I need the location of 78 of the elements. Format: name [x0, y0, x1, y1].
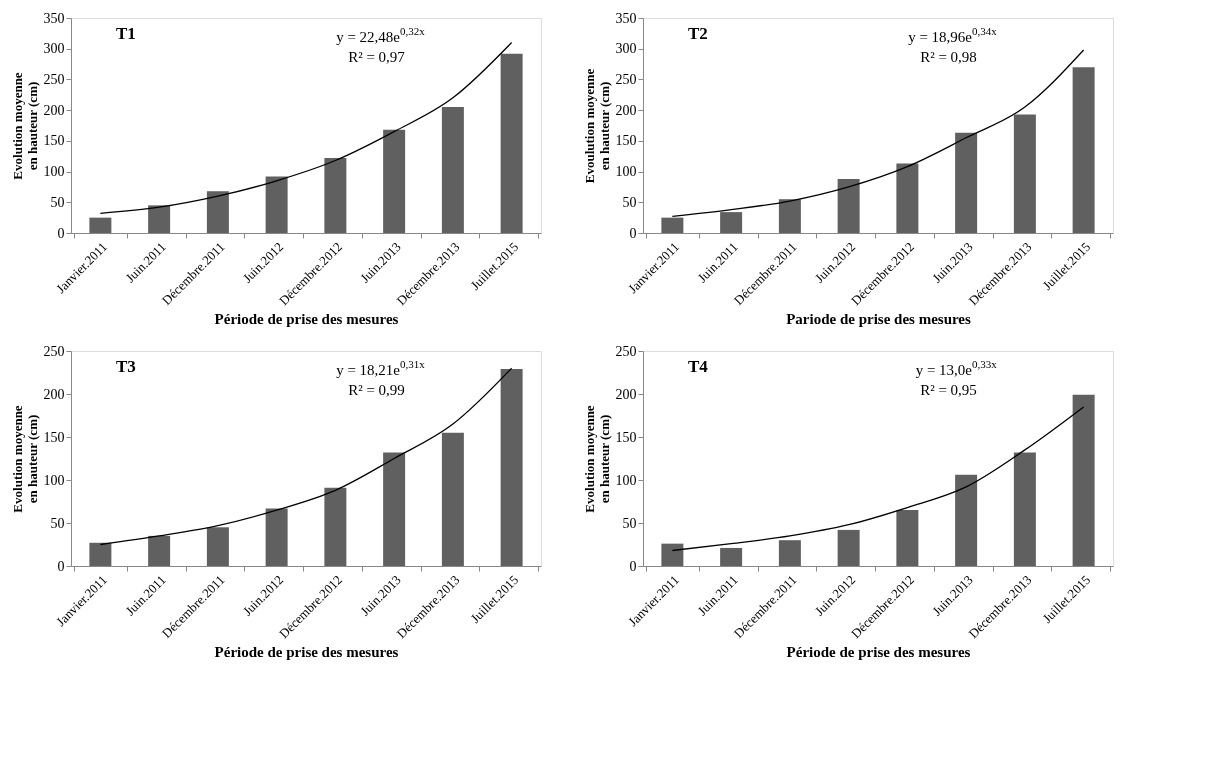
bar — [148, 205, 171, 233]
x-axis-title: Pariode de prise des mesures — [786, 311, 972, 328]
y-tick-label: 50 — [622, 194, 637, 210]
y-tick-label: 0 — [57, 558, 65, 574]
y-tick-label: 200 — [43, 102, 65, 118]
y-tick-label: 250 — [43, 71, 65, 87]
bar — [1072, 67, 1095, 233]
bar — [265, 508, 288, 566]
y-tick-label: 200 — [43, 386, 65, 402]
y-tick-label: 300 — [43, 41, 65, 57]
bar — [837, 178, 860, 233]
y-tick-label: 150 — [43, 133, 65, 149]
bar — [265, 176, 288, 233]
bar — [324, 487, 347, 566]
bar — [955, 474, 978, 566]
bar — [720, 212, 743, 233]
y-tick-label: 100 — [43, 472, 65, 488]
annotation: R² = 0,95 — [920, 382, 977, 398]
y-tick-label: 200 — [615, 386, 637, 402]
bar — [837, 529, 860, 566]
bar — [383, 129, 406, 233]
bar — [1013, 114, 1036, 233]
annotation: R² = 0,98 — [920, 49, 977, 65]
y-tick-label: 200 — [615, 102, 637, 118]
bar — [206, 527, 229, 566]
y-tick-label: 50 — [50, 515, 65, 531]
chart-title: T1 — [116, 24, 136, 43]
bar — [500, 369, 523, 566]
bar — [206, 191, 229, 233]
y-tick-label: 300 — [615, 41, 637, 57]
y-tick-label: 150 — [615, 133, 637, 149]
y-tick-label: 350 — [43, 10, 65, 26]
y-tick-label: 50 — [622, 515, 637, 531]
chart-title: T2 — [688, 24, 708, 43]
line-series — [671, 406, 1085, 552]
annotation: R² = 0,99 — [348, 382, 405, 398]
bar — [1013, 452, 1036, 566]
bar — [148, 535, 171, 566]
bar — [955, 132, 978, 233]
y-axis-title: Evolution moyenne en hauteur (cm) — [581, 405, 612, 513]
bar — [661, 217, 684, 233]
annotation: R² = 0,97 — [348, 49, 406, 65]
bar — [896, 510, 919, 566]
y-tick-label: 350 — [615, 10, 637, 26]
bar — [383, 452, 406, 566]
bar — [661, 543, 684, 566]
bar — [441, 107, 464, 233]
y-tick-label: 0 — [629, 558, 637, 574]
bar — [778, 199, 801, 233]
y-axis-title: Evolution moyenne en hauteur (cm) — [9, 405, 40, 513]
bar — [89, 217, 112, 233]
chart-title: T4 — [688, 357, 709, 376]
bar — [324, 158, 347, 233]
line-series — [671, 49, 1085, 218]
y-tick-label: 0 — [57, 225, 65, 241]
bar — [89, 542, 112, 566]
y-tick-label: 150 — [615, 429, 637, 445]
bar — [500, 53, 523, 233]
y-tick-label: 150 — [43, 429, 65, 445]
y-tick-label: 0 — [629, 225, 637, 241]
y-tick-label: 100 — [615, 472, 637, 488]
y-tick-label: 100 — [615, 164, 637, 180]
x-axis-title: Période de prise des mesures — [214, 644, 399, 661]
y-tick-label: 250 — [615, 71, 637, 87]
y-axis-title: Evolution moyenne en hauteur (cm) — [9, 72, 40, 180]
bar — [441, 432, 464, 566]
x-axis-title: Période de prise des mesures — [786, 644, 971, 661]
bar — [1072, 394, 1095, 566]
y-tick-label: 100 — [43, 164, 65, 180]
chart-title: T3 — [116, 357, 136, 376]
y-tick-label: 250 — [615, 343, 637, 359]
bar — [720, 547, 743, 566]
y-tick-label: 50 — [50, 194, 65, 210]
y-axis-title: Evoulution moyenne en hauteur (cm) — [581, 68, 612, 184]
bar — [778, 540, 801, 566]
y-tick-label: 250 — [43, 343, 65, 359]
bar — [896, 163, 919, 233]
x-axis-title: Période de prise des mesures — [214, 311, 399, 328]
